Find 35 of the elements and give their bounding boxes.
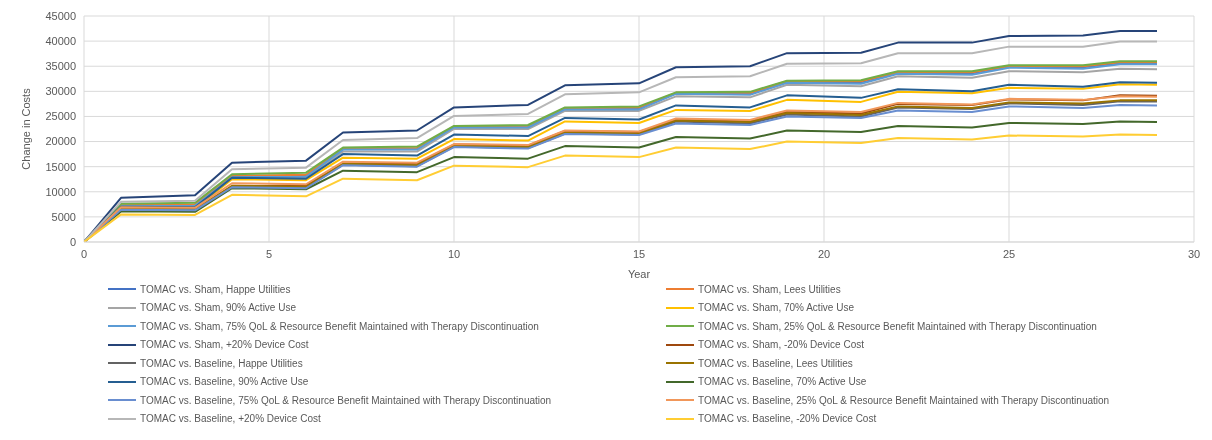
x-tick-label: 5 bbox=[265, 247, 273, 260]
legend-label: TOMAC vs. Baseline, 70% Active Use bbox=[698, 376, 867, 388]
x-tick-label: 20 bbox=[817, 247, 831, 260]
legend-label: TOMAC vs. Baseline, 75% QoL & Resource Benefit Maintained with Therapy Discontinuation bbox=[140, 394, 552, 406]
y-tick-label: 15000 bbox=[45, 160, 76, 173]
legend-label: TOMAC vs. Baseline, Lees Utilities bbox=[698, 357, 853, 369]
y-tick-label: 25000 bbox=[45, 110, 76, 123]
y-tick-label: 5000 bbox=[51, 210, 76, 223]
y-tick-label: 10000 bbox=[45, 185, 76, 198]
y-tick-label: 35000 bbox=[45, 60, 76, 73]
y-tick-label: 45000 bbox=[45, 9, 76, 22]
y-tick-label: 30000 bbox=[45, 85, 76, 98]
y-axis-title: Change in Costs bbox=[19, 87, 32, 170]
legend-label: TOMAC vs. Sham, 70% Active Use bbox=[698, 302, 854, 314]
x-tick-label: 30 bbox=[1187, 247, 1201, 260]
legend-label: TOMAC vs. Sham, +20% Device Cost bbox=[140, 339, 309, 351]
legend-label: TOMAC vs. Sham, 25% QoL & Resource Benefit Maintained with Therapy Discontinuation bbox=[698, 320, 1097, 332]
legend-label: TOMAC vs. Baseline, 25% QoL & Resource Benefit Maintained with Therapy Discontinuation bbox=[698, 394, 1110, 406]
x-tick-label: 10 bbox=[447, 247, 461, 260]
x-tick-label: 15 bbox=[632, 247, 646, 260]
x-axis-title: Year bbox=[627, 268, 651, 280]
legend-label: TOMAC vs. Baseline, +20% Device Cost bbox=[140, 413, 321, 425]
legend-label: TOMAC vs. Sham, Happe Utilities bbox=[140, 283, 291, 295]
legend-label: TOMAC vs. Sham, -20% Device Cost bbox=[698, 339, 864, 351]
legend-label: TOMAC vs. Sham, Lees Utilities bbox=[698, 283, 841, 295]
y-tick-label: 0 bbox=[69, 235, 76, 248]
y-tick-label: 40000 bbox=[45, 35, 76, 48]
x-tick-label: 0 bbox=[80, 247, 88, 260]
legend-label: TOMAC vs. Sham, 90% Active Use bbox=[140, 302, 296, 314]
y-tick-label: 20000 bbox=[45, 135, 76, 148]
legend-label: TOMAC vs. Baseline, 90% Active Use bbox=[140, 376, 309, 388]
legend-label: TOMAC vs. Baseline, -20% Device Cost bbox=[698, 413, 877, 425]
legend-label: TOMAC vs. Baseline, Happe Utilities bbox=[140, 357, 303, 369]
legend-label: TOMAC vs. Sham, 75% QoL & Resource Benefit Maintained with Therapy Discontinuation bbox=[140, 320, 539, 332]
x-tick-label: 25 bbox=[1002, 247, 1016, 260]
